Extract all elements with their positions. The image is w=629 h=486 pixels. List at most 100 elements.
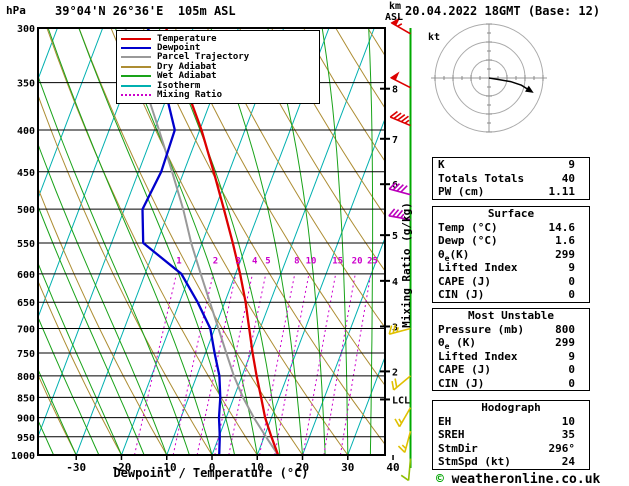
svg-text:600: 600 [17,270,35,281]
hodograph-arrow-head [525,85,534,93]
wind-barb [391,375,412,391]
legend-label: Wet Adiabat [157,71,217,82]
panel-row-value: 0 [568,288,575,301]
panel-row: CAPE (J) 0 [433,275,589,289]
panel-header: Surface [487,207,535,220]
legend-label: Dewpoint [157,43,201,54]
altitude-axis-labels: 8765432LCL [380,85,410,406]
legend-line-sample [121,47,151,50]
svg-text:5: 5 [392,231,398,242]
svg-text:850: 850 [17,393,35,404]
panel-row-value: 0 [568,274,575,288]
panel-row-value: 0 [568,363,575,376]
svg-text:5: 5 [265,257,270,267]
svg-text:20: 20 [352,257,363,267]
pressure-grid-lines [38,28,385,455]
panel-row-value: 10 [561,414,575,428]
svg-text:15: 15 [332,257,343,267]
legend-item: Mixing Ratio [121,90,315,100]
datetime-title: 20.04.2022 18GMT (Base: 12) [405,4,601,18]
svg-text:7: 7 [392,135,398,146]
panel-row-label: StmDir [438,441,478,455]
copyright: © weatheronline.co.uk [436,472,600,486]
svg-text:LCL: LCL [392,395,410,406]
legend-line-sample [121,37,151,40]
svg-text:4: 4 [252,257,258,267]
legend-item: Dewpoint [121,43,315,54]
panel-row-label: StmSpd (kt) [438,455,511,468]
wind-barb [389,71,411,89]
svg-text:550: 550 [17,239,35,250]
legend-item: Temperature [121,33,315,44]
panel-row: Lifted Index 9 [433,350,589,364]
panel-row-value: 299 [555,336,575,349]
svg-text:400: 400 [17,126,35,137]
panel-row-label: CIN (J) [438,376,485,390]
panel-row: EH 10 [433,415,589,429]
panel-row-label: Dewp (°C) [438,234,498,247]
legend-line-sample [121,84,151,87]
parcel-trajectory-curve [124,28,279,455]
panel-row: CIN (J) 0 [433,377,589,391]
panel-row-label: Totals Totals [438,171,525,185]
svg-text:700: 700 [17,325,35,336]
panel-row: StmSpd (kt) 24 [433,455,589,469]
panel-row: Totals Totals 40 [433,172,589,186]
svg-text:6: 6 [392,180,398,191]
svg-text:8: 8 [294,257,299,267]
svg-text:25: 25 [367,257,378,267]
panel-row: θe (K) 299 [433,336,589,351]
svg-text:350: 350 [17,79,35,90]
panel-row-value: 24 [561,455,575,468]
legend-item: Dry Adiabat [121,62,315,72]
hodograph-storm-vector [488,77,529,91]
svg-text:650: 650 [17,298,35,309]
panel-row-value: 1.6 [555,234,575,247]
panel-row-value: 9 [568,158,575,171]
svg-text:20: 20 [296,461,309,474]
wind-barb [400,458,412,482]
panel-header: Hodograph [481,401,541,414]
stats-panel-surface: Surface Temp (°C) 14.6 Dewp (°C) 1.6 θe(K) 299… [432,206,590,303]
panel-row: Pressure (mb) 800 [433,323,589,337]
svg-text:10: 10 [251,461,264,474]
svg-text:40: 40 [386,461,399,474]
wind-barb [388,324,411,335]
legend-item: Isotherm [121,81,315,91]
svg-text:900: 900 [17,414,35,425]
copyright-symbol: © [436,472,444,486]
mixing-ratio-value-labels: 1 2 3 4 5 8 10 15 20 25 [176,257,378,267]
panel-row: Dewp (°C) 1.6 [433,234,589,248]
panel-row: PW (cm) 1.11 [433,185,589,199]
stats-panel-most-unstable: Most Unstable Pressure (mb) 800 θe (K) 299 Li… [432,308,590,391]
svg-text:-10: -10 [157,461,177,474]
panel-row-label: SREH [438,428,465,441]
svg-text:0: 0 [209,461,216,474]
panel-row: CAPE (J) 0 [433,363,589,377]
panel-row-value: 800 [555,322,575,336]
temperature-axis-labels: -30 -20 -10 0 10 20 30 40 [66,455,400,474]
panel-row-value: 40 [561,171,575,185]
panel-row-value: 296° [548,441,576,455]
svg-text:4: 4 [392,277,398,288]
svg-text:450: 450 [17,168,35,179]
wind-barb [389,110,411,127]
legend-box: Temperature Dewpoint Parcel Trajectory Dry … [116,30,320,104]
wind-barb [388,182,411,196]
legend-label: Parcel Trajectory [157,52,250,63]
panel-row-label: Pressure (mb) [438,322,525,336]
wind-barb [394,407,412,428]
panel-row-label: CAPE (J) [438,363,491,376]
svg-text:-30: -30 [66,461,86,474]
svg-text:300: 300 [17,24,35,35]
legend-line-sample [121,94,151,97]
panel-row-value: 1.11 [548,185,576,198]
panel-row-value: 9 [568,261,575,274]
wind-barb [390,17,411,35]
legend-label: Temperature [157,33,217,44]
svg-text:2: 2 [392,367,398,378]
panel-row: StmDir 296° [433,442,589,456]
panel-row-label: CIN (J) [438,288,485,301]
